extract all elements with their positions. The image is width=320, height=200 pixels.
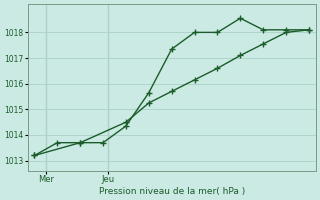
X-axis label: Pression niveau de la mer( hPa ): Pression niveau de la mer( hPa ) xyxy=(99,187,245,196)
